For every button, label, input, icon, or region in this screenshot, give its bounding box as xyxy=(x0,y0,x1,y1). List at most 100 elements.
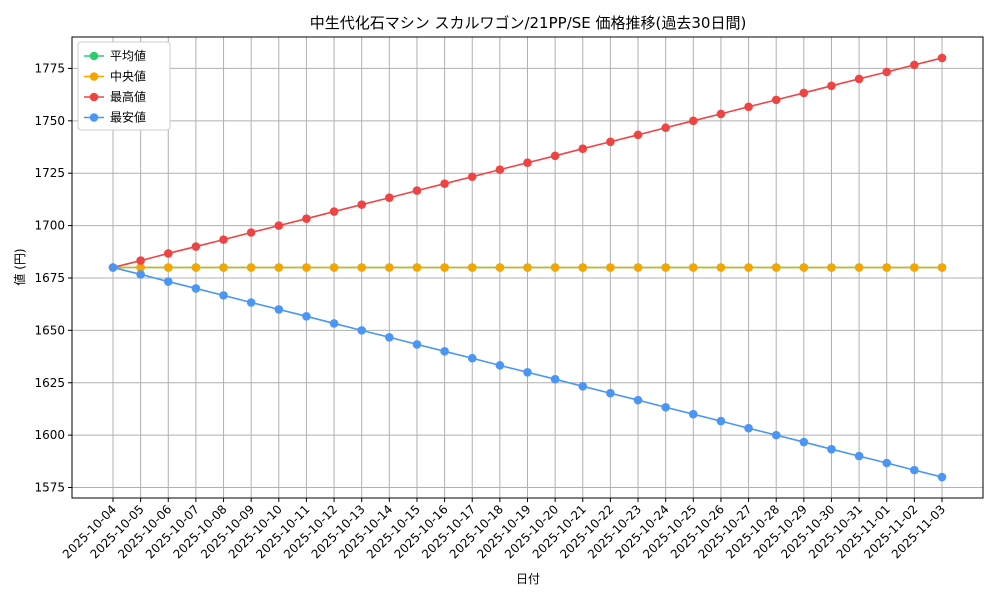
data-point xyxy=(550,151,560,161)
legend-label: 中央値 xyxy=(110,69,146,84)
data-point xyxy=(191,284,201,293)
data-point xyxy=(689,263,698,272)
data-point xyxy=(633,130,643,140)
legend-marker xyxy=(89,72,99,81)
y-tick-label: 1775 xyxy=(34,61,65,75)
data-point xyxy=(744,263,753,272)
data-point xyxy=(440,263,449,272)
data-point xyxy=(274,221,284,230)
data-point xyxy=(606,263,615,272)
data-point xyxy=(191,242,201,251)
data-point xyxy=(467,172,477,182)
data-point xyxy=(661,263,670,272)
y-tick-label: 1675 xyxy=(34,271,65,285)
data-point xyxy=(357,263,367,272)
data-point xyxy=(495,165,505,174)
x-axis: 2025-10-042025-10-052025-10-062025-10-07… xyxy=(60,498,948,561)
data-point xyxy=(827,444,836,454)
data-point xyxy=(827,263,836,272)
data-point xyxy=(578,382,588,391)
data-point xyxy=(910,60,919,70)
legend-marker xyxy=(89,113,99,122)
legend-entry: 最安値 xyxy=(84,110,146,125)
data-point xyxy=(412,186,422,195)
data-point xyxy=(744,102,753,112)
data-point xyxy=(495,361,505,370)
data-point xyxy=(274,263,284,272)
y-axis-label: 値 (円) xyxy=(12,248,27,285)
data-point xyxy=(799,263,809,272)
data-point xyxy=(412,263,422,272)
data-point xyxy=(163,263,173,272)
data-point xyxy=(329,263,339,272)
chart-title: 中生代化石マシン スカルワゴン/21PP/SE 価格推移(過去30日間) xyxy=(310,14,747,32)
data-point xyxy=(191,263,201,272)
series-3 xyxy=(108,263,947,482)
data-point xyxy=(302,214,311,223)
data-point xyxy=(357,326,367,335)
data-point xyxy=(329,207,339,216)
data-point xyxy=(937,472,947,482)
data-point xyxy=(661,402,670,412)
y-tick-label: 1750 xyxy=(34,114,65,128)
data-point xyxy=(716,416,726,426)
data-point xyxy=(302,312,311,321)
data-point xyxy=(246,228,256,237)
data-point xyxy=(633,263,643,272)
data-point xyxy=(606,388,615,398)
data-point xyxy=(854,263,864,272)
data-point xyxy=(827,81,836,91)
data-point xyxy=(550,374,560,384)
x-axis-label: 日付 xyxy=(516,572,540,586)
y-tick-label: 1700 xyxy=(34,219,65,233)
data-point xyxy=(385,263,394,272)
data-point xyxy=(854,451,864,461)
data-point xyxy=(495,263,505,272)
data-point xyxy=(246,298,256,307)
data-point xyxy=(467,263,477,272)
data-point xyxy=(467,353,477,363)
y-axis: 1575 1600 1625 1650 1675 1700 1725 1750 1775 xyxy=(34,61,72,495)
y-tick-label: 1725 xyxy=(34,166,65,180)
data-point xyxy=(274,305,284,314)
data-point xyxy=(329,319,339,328)
data-point xyxy=(550,263,560,272)
legend-entry: 最高値 xyxy=(84,89,146,104)
data-point xyxy=(302,263,311,272)
data-point xyxy=(882,67,892,77)
data-point xyxy=(385,332,394,342)
data-point xyxy=(440,179,449,188)
data-point xyxy=(523,158,532,168)
data-point xyxy=(136,270,145,279)
data-point xyxy=(799,88,809,98)
legend-label: 最高値 xyxy=(110,89,146,104)
data-point xyxy=(661,123,670,133)
data-point xyxy=(633,395,643,405)
data-point xyxy=(689,116,698,126)
data-point xyxy=(523,367,532,377)
y-tick-label: 1625 xyxy=(34,376,65,390)
data-point xyxy=(523,263,532,272)
data-point xyxy=(163,277,173,286)
data-point xyxy=(771,430,781,440)
data-point xyxy=(219,235,228,244)
data-point xyxy=(716,109,726,119)
y-tick-label: 1600 xyxy=(34,428,65,442)
series-1 xyxy=(108,263,947,272)
data-point xyxy=(937,263,947,272)
data-point xyxy=(578,263,588,272)
data-point xyxy=(412,340,422,349)
y-tick-label: 1650 xyxy=(34,323,65,337)
data-point xyxy=(910,263,919,272)
data-point xyxy=(385,193,394,203)
data-point xyxy=(744,423,753,433)
data-point xyxy=(689,409,698,419)
legend-marker xyxy=(89,51,99,61)
data-point xyxy=(854,74,864,84)
legend-entry: 中央値 xyxy=(84,69,146,84)
data-point xyxy=(606,137,615,147)
data-point xyxy=(937,53,947,63)
legend-box xyxy=(77,41,171,131)
y-tick-label: 1575 xyxy=(34,481,65,495)
